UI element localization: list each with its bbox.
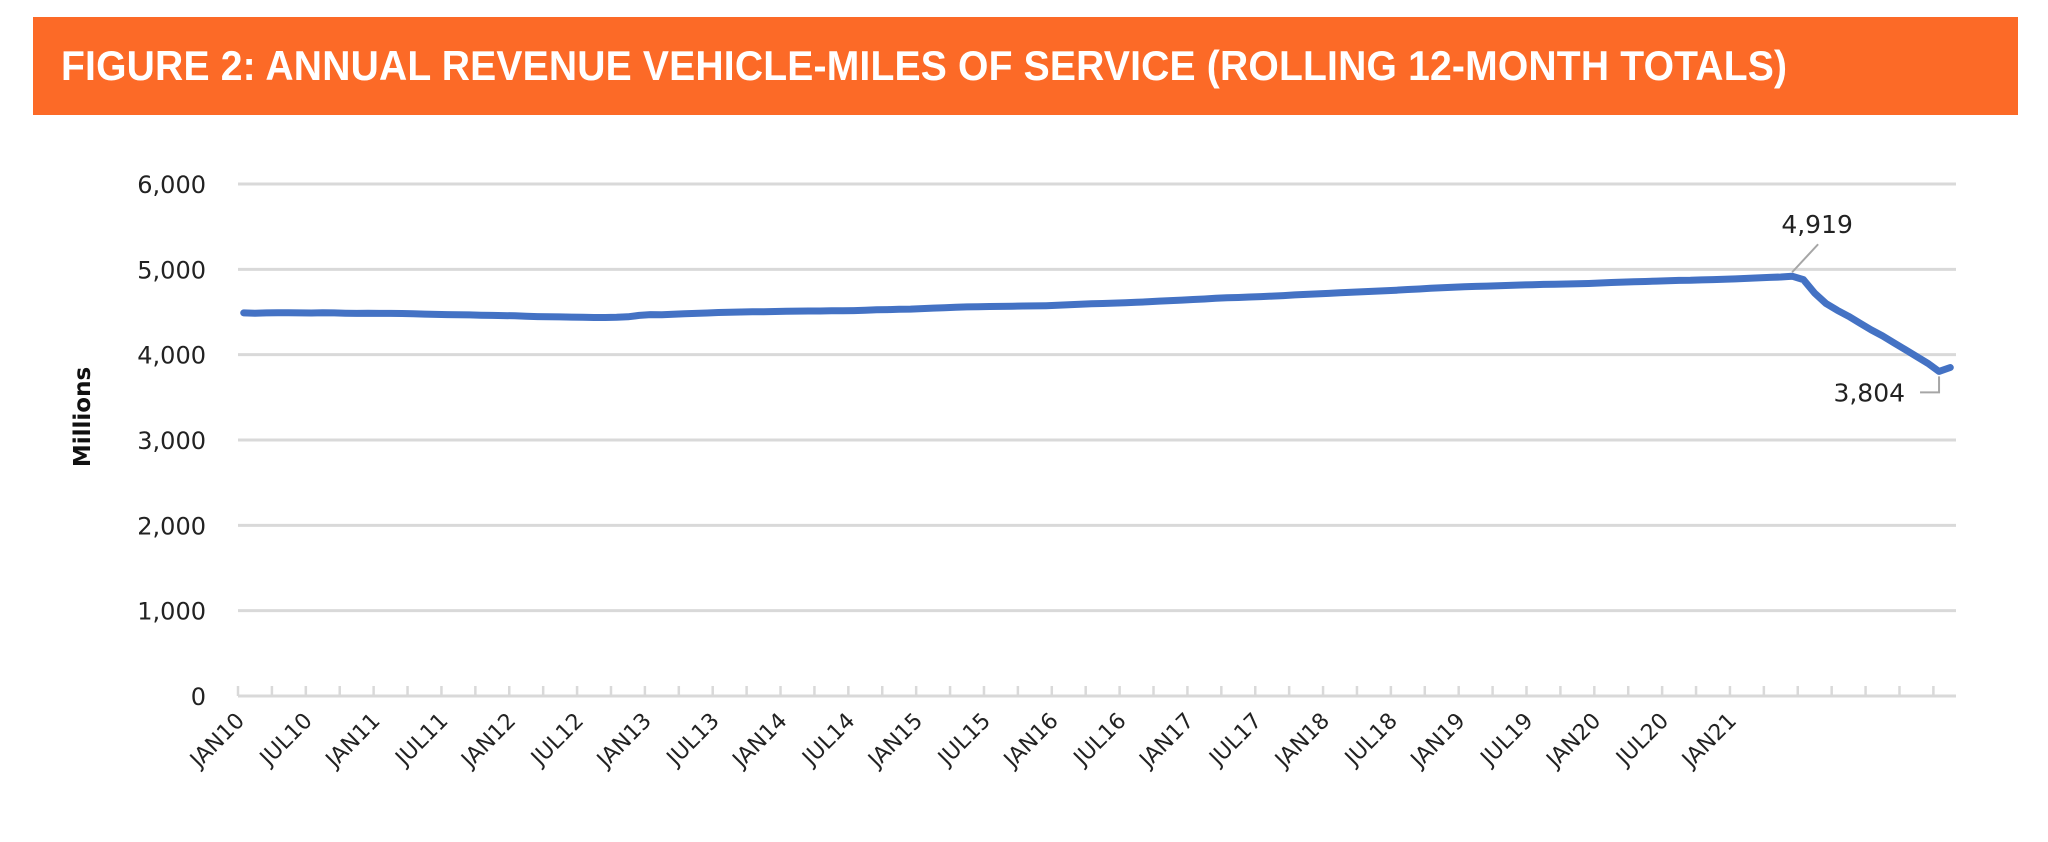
x-axis-tick-labels: JAN10 JUL10 JAN11 JUL11 JAN12 JUL12 JAN13 JUL13… (184, 709, 1741, 774)
figure-title: FIGURE 2: ANNUAL REVENUE VEHICLE-MILES O… (61, 42, 1788, 89)
x-tick-label: JUL19 (1475, 709, 1539, 773)
x-tick-label: JUL15 (932, 709, 996, 773)
x-tick-label: JAN14 (727, 709, 792, 774)
y-axis-title: Millions (70, 367, 96, 467)
x-tick-label: JAN19 (1405, 709, 1470, 774)
x-tick-label: JUL14 (797, 709, 861, 773)
x-tick-label: JUL11 (390, 709, 454, 773)
trough-leader-line (1920, 376, 1941, 394)
data-labels: 4,919 3,804 (1781, 210, 1941, 407)
y-tick-label: 4,000 (137, 342, 206, 370)
x-tick-label: JUL16 (1068, 709, 1132, 773)
x-tick-label: JAN17 (1134, 709, 1199, 774)
x-tick-label: JAN15 (863, 709, 928, 774)
x-tick-label: JAN18 (1269, 709, 1334, 774)
peak-data-label: 4,919 (1781, 210, 1853, 239)
x-tick-label: JAN11 (320, 709, 385, 774)
y-tick-label: 5,000 (137, 256, 206, 284)
y-tick-label: 6,000 (137, 171, 206, 199)
x-tick-label: JUL13 (661, 709, 725, 773)
x-tick-label: JUL10 (254, 709, 318, 773)
series-layer (240, 272, 1954, 375)
x-tick-label: JAN21 (1676, 709, 1741, 774)
x-tick-label: JUL20 (1610, 709, 1674, 773)
x-tick-label: JAN16 (998, 709, 1063, 774)
x-tick-label: JUL12 (525, 709, 589, 773)
figure-title-banner: FIGURE 2: ANNUAL REVENUE VEHICLE-MILES O… (33, 17, 2018, 115)
x-axis (236, 686, 1956, 698)
y-tick-label: 3,000 (137, 427, 206, 455)
trough-data-label: 3,804 (1833, 378, 1905, 407)
peak-leader-line (1791, 243, 1819, 273)
y-tick-label: 2,000 (137, 512, 206, 540)
x-tick-label: JAN20 (1541, 709, 1606, 774)
series-line (240, 272, 1954, 375)
x-tick-label: JUL18 (1339, 709, 1403, 773)
x-tick-label: JAN10 (184, 709, 249, 774)
x-tick-label: JUL17 (1204, 709, 1268, 773)
x-tick-label: JAN13 (591, 709, 656, 774)
x-tick-label: JAN12 (456, 709, 521, 774)
gridlines (238, 182, 1956, 613)
y-tick-label: 0 (191, 683, 206, 711)
y-tick-label: 1,000 (137, 598, 206, 626)
y-axis-tick-labels: 0 1,000 2,000 3,000 4,000 5,000 6,000 (137, 171, 206, 711)
